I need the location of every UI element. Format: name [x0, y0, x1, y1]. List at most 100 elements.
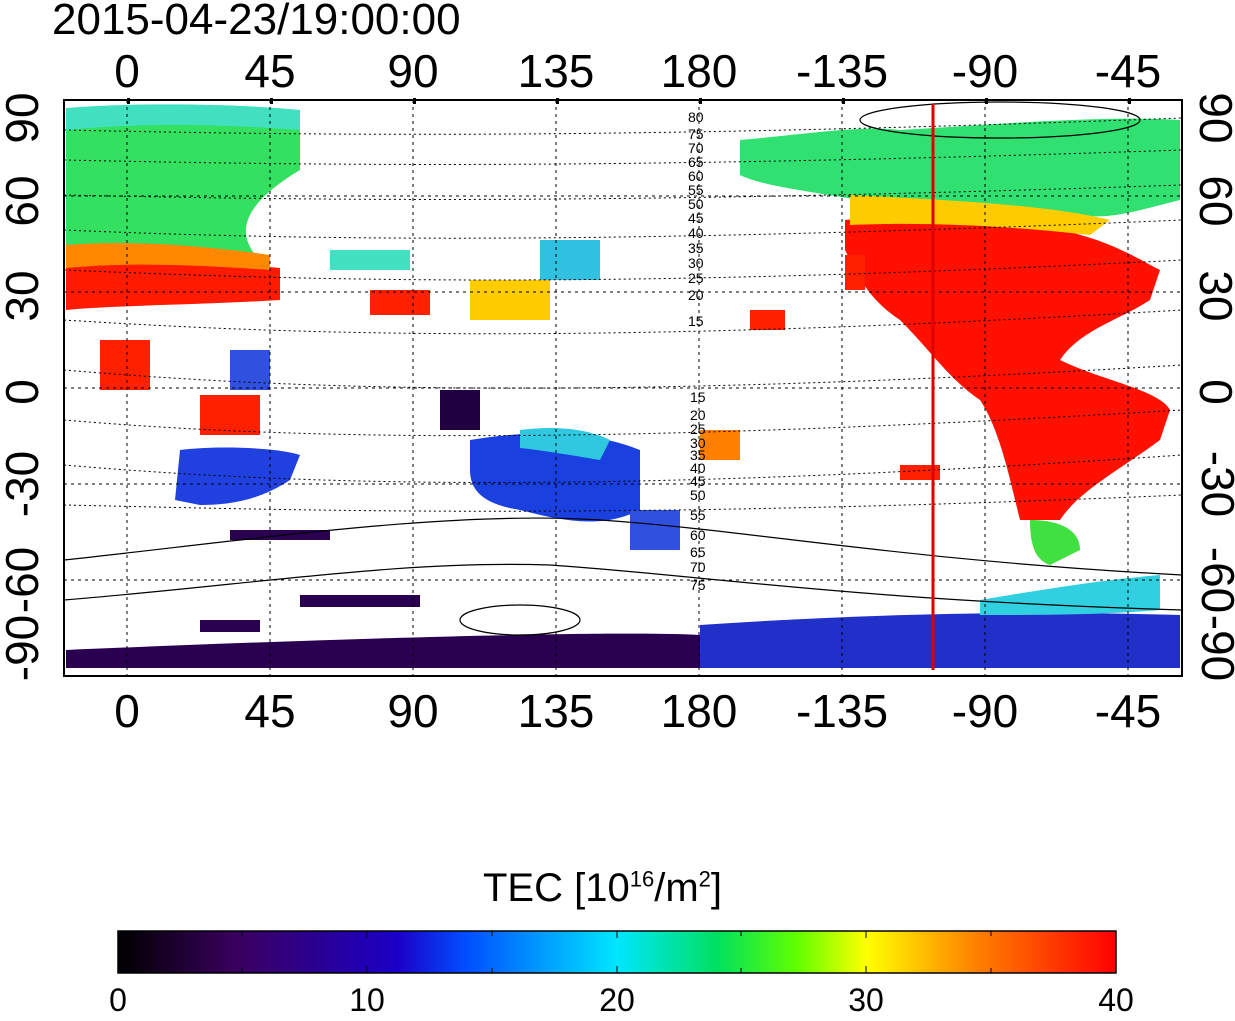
- left-lat-tick-0: 0: [0, 379, 48, 405]
- right-lat-tick-90: 90: [1190, 92, 1235, 144]
- contour-label: 60: [688, 168, 704, 184]
- bottom-lon-tick-180: 180: [660, 685, 738, 737]
- left-lat-tick-90: 90: [0, 92, 48, 144]
- contour-label: 25: [688, 270, 704, 286]
- tec-data-layer: [66, 104, 1180, 668]
- bottom-lon-tick-45: 45: [244, 685, 296, 737]
- tec-antarctic-dark: [66, 633, 700, 668]
- tec-europe-green: [66, 108, 300, 261]
- top-lon-tick-135: 135: [517, 45, 595, 97]
- contour-label: 50: [688, 196, 704, 212]
- contour-label: 30: [688, 255, 704, 271]
- colorbar-label-40: 40: [1098, 982, 1134, 1018]
- tec-patch: [200, 395, 260, 435]
- contour-label: 70: [688, 140, 704, 156]
- colorbar-label-30: 30: [848, 982, 884, 1018]
- tec-north-america-green: [740, 118, 1180, 217]
- tec-americas-high: [845, 218, 1170, 520]
- right-lat-tick-minus90: -90: [1192, 614, 1235, 682]
- bottom-lon-tick-minus90: -90: [951, 685, 1019, 737]
- contour-label: 45: [688, 210, 704, 226]
- contour-label: 60: [690, 527, 706, 543]
- tec-patch: [700, 430, 740, 460]
- tec-south-pacific-cyan: [980, 575, 1160, 615]
- contour-label: 75: [688, 126, 704, 142]
- contour-label: 25: [690, 421, 706, 437]
- tec-patch: [440, 390, 480, 430]
- contour-labels: 8075706560555045403530252015152025303540…: [688, 109, 706, 593]
- contour-label: 35: [688, 240, 704, 256]
- bottom-lon-tick-0: 0: [114, 685, 140, 737]
- tec-australia-cyan: [520, 428, 610, 460]
- contour-label: 75: [690, 577, 706, 593]
- tec-patch: [750, 310, 785, 330]
- tec-patch: [630, 510, 680, 550]
- tec-patch: [300, 595, 420, 607]
- colorbar-title-mid: /m: [654, 866, 699, 910]
- tec-mediterranean-orange: [66, 243, 270, 270]
- right-lat-tick-60: 60: [1190, 175, 1235, 227]
- colorbar-label-10: 10: [349, 982, 385, 1018]
- tec-patch: [100, 340, 150, 390]
- colorbar-title-exp1: 16: [629, 866, 655, 892]
- tec-patch: [370, 290, 430, 315]
- right-lat-tick-0: 0: [1187, 361, 1235, 423]
- contour-label: 55: [688, 182, 704, 198]
- contour-label: 65: [690, 544, 706, 560]
- contour-label: 45: [690, 473, 706, 489]
- contour-label: 50: [690, 487, 706, 503]
- contour-label: 15: [688, 313, 704, 329]
- left-lat-tick-minus30: -30: [0, 450, 48, 518]
- colorbar-title-suffix: ]: [710, 866, 723, 910]
- top-lon-tick-180: 180: [660, 45, 738, 97]
- bottom-lon-tick-90: 90: [387, 685, 439, 737]
- bottom-lon-tick-minus45: -45: [1094, 685, 1162, 737]
- colorbar-label-0: 0: [109, 982, 127, 1018]
- tec-patch: [845, 255, 865, 290]
- tec-patch: [470, 280, 550, 320]
- bottom-lon-tick-minus135: -135: [795, 685, 889, 737]
- top-lon-tick-minus45: -45: [1094, 45, 1162, 97]
- colorbar-title-exp2: 2: [698, 866, 711, 892]
- axis-ticks-top: [127, 98, 1131, 104]
- tec-patch: [900, 465, 940, 480]
- contour-label: 70: [690, 559, 706, 575]
- top-lon-tick-0: 0: [114, 45, 140, 97]
- map-timestamp-title: 2015-04-23/19:00:00: [52, 0, 461, 44]
- tec-north-america-yellow: [850, 195, 1110, 235]
- tec-patch: [230, 350, 270, 390]
- tec-patch: [540, 240, 600, 280]
- left-lat-tick-minus90: -90: [0, 614, 48, 682]
- top-lon-tick-90: 90: [387, 45, 439, 97]
- contour-label: 20: [690, 407, 706, 423]
- map-grid: [64, 100, 1182, 676]
- contour-label: 30: [690, 435, 706, 451]
- tec-patch: [200, 620, 260, 632]
- colorbar-minor-ticks: [241, 931, 992, 973]
- tec-mediterranean-red: [66, 260, 280, 310]
- left-lat-tick-30: 30: [0, 270, 48, 322]
- colorbar-title: TEC [1016/m2]: [483, 866, 722, 911]
- top-lon-tick-minus90: -90: [951, 45, 1019, 97]
- right-lat-tick-30: 30: [1190, 270, 1235, 322]
- contour-label: 80: [688, 109, 704, 125]
- colorbar-label-20: 20: [599, 982, 635, 1018]
- left-lat-tick-60: 60: [0, 175, 48, 227]
- contour-label: 40: [690, 460, 706, 476]
- contour-label: 55: [690, 507, 706, 523]
- tec-antarctic-blue: [700, 613, 1180, 668]
- tec-south-america-tip: [1030, 520, 1080, 565]
- contour-label: 65: [688, 154, 704, 170]
- tec-africa-blue: [175, 447, 300, 505]
- contour-lines-solid: [64, 101, 1182, 636]
- top-lon-tick-minus135: -135: [795, 45, 889, 97]
- colorbar-title-prefix: TEC [10: [483, 866, 630, 910]
- tec-europe-cyan: [66, 104, 300, 130]
- contour-label: 35: [690, 447, 706, 463]
- tec-patch: [330, 250, 410, 270]
- top-lon-tick-45: 45: [244, 45, 296, 97]
- bottom-lon-tick-135: 135: [517, 685, 595, 737]
- contour-label: 20: [688, 287, 704, 303]
- right-lat-tick-minus30: -30: [1192, 450, 1235, 518]
